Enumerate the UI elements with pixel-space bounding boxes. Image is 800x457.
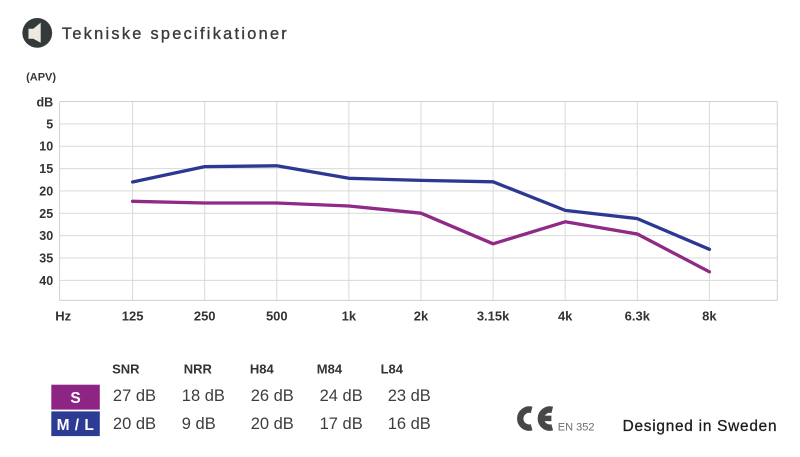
svg-text:40: 40 <box>39 274 53 288</box>
svg-text:Tekniske specifikationer: Tekniske specifikationer <box>62 25 289 43</box>
svg-text:NRR: NRR <box>184 361 213 376</box>
svg-text:17 dB: 17 dB <box>320 415 363 433</box>
svg-text:20 dB: 20 dB <box>251 415 294 433</box>
svg-text:M / L: M / L <box>57 417 95 434</box>
svg-text:500: 500 <box>266 309 288 324</box>
svg-text:M84: M84 <box>317 361 343 376</box>
svg-text:Hz: Hz <box>55 309 71 324</box>
svg-text:24 dB: 24 dB <box>320 387 363 405</box>
svg-text:27 dB: 27 dB <box>113 387 156 405</box>
svg-text:2k: 2k <box>414 309 429 324</box>
svg-text:3.15k: 3.15k <box>477 309 510 324</box>
svg-text:35: 35 <box>39 252 53 266</box>
svg-text:SNR: SNR <box>112 361 140 376</box>
svg-text:23 dB: 23 dB <box>388 387 431 405</box>
svg-text:8k: 8k <box>702 309 717 324</box>
svg-text:30: 30 <box>39 229 53 243</box>
svg-text:Designed in Sweden: Designed in Sweden <box>623 418 778 435</box>
svg-text:15: 15 <box>39 162 53 176</box>
svg-text:26 dB: 26 dB <box>251 387 294 405</box>
svg-text:20: 20 <box>39 184 53 198</box>
svg-text:H84: H84 <box>250 361 275 376</box>
svg-text:S: S <box>70 390 80 407</box>
svg-text:1k: 1k <box>342 309 357 324</box>
svg-text:10: 10 <box>39 140 53 154</box>
svg-text:dB: dB <box>37 96 54 110</box>
svg-text:250: 250 <box>194 309 216 324</box>
svg-text:L84: L84 <box>381 361 404 376</box>
svg-text:16 dB: 16 dB <box>388 415 431 433</box>
svg-text:(APV): (APV) <box>26 72 56 84</box>
svg-text:125: 125 <box>122 309 144 324</box>
svg-text:20 dB: 20 dB <box>113 415 156 433</box>
svg-text:18 dB: 18 dB <box>182 387 225 405</box>
svg-text:9 dB: 9 dB <box>182 415 216 433</box>
svg-text:EN 352: EN 352 <box>558 422 595 434</box>
svg-text:5: 5 <box>46 117 53 131</box>
svg-text:25: 25 <box>39 207 53 221</box>
svg-text:4k: 4k <box>558 309 573 324</box>
svg-text:6.3k: 6.3k <box>625 309 651 324</box>
